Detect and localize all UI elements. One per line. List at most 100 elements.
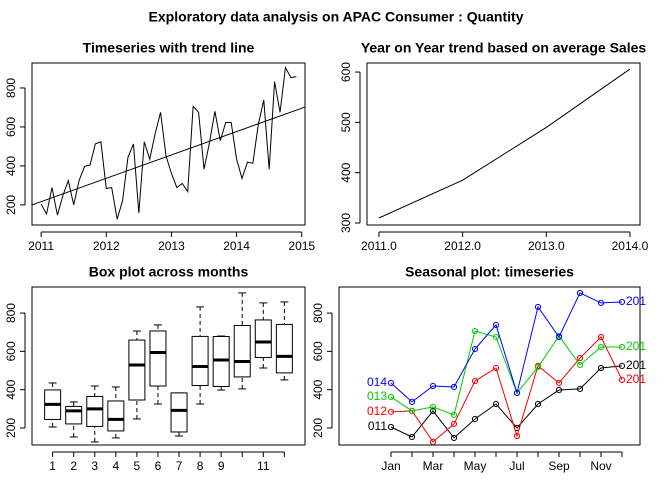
point: [429, 438, 437, 446]
year-label: 201: [626, 372, 646, 386]
point: [450, 383, 458, 391]
year-label: 201: [626, 358, 646, 372]
plot-frame: [31, 62, 306, 226]
point: [429, 407, 437, 415]
x-tick-label: 2014.0: [612, 239, 649, 253]
point: [471, 327, 479, 335]
point: [429, 382, 437, 390]
point: [513, 389, 521, 397]
box: [254, 319, 272, 358]
x-tick-label: 2014: [223, 239, 250, 253]
x-tick-label: Nov: [590, 459, 611, 473]
x-tick-label: 4: [112, 459, 119, 473]
point: [450, 411, 458, 419]
y-tick-label: 600: [339, 62, 353, 82]
box: [233, 324, 251, 378]
y-tick-label: 400: [311, 379, 325, 399]
box: [149, 330, 167, 387]
point: [576, 361, 584, 369]
point: [492, 364, 500, 372]
y-tick-label: 600: [4, 341, 18, 361]
point: [408, 398, 416, 406]
point: [555, 379, 563, 387]
x-tick-label: 7: [176, 459, 183, 473]
year-label: 014: [367, 375, 387, 389]
x-tick-label: Jul: [509, 459, 524, 473]
y-tick-label: 200: [4, 195, 18, 215]
x-tick-label: Mar: [423, 459, 444, 473]
point: [387, 408, 395, 415]
x-tick-label: 2: [70, 459, 77, 473]
x-tick-label: 6: [155, 459, 162, 473]
point: [555, 386, 563, 394]
box: [107, 400, 125, 432]
x-tick-label: 9: [218, 459, 225, 473]
point: [492, 400, 500, 408]
point: [387, 393, 395, 401]
series-line: [390, 365, 623, 439]
point: [618, 376, 626, 383]
x-tick-label: 2013.0: [528, 239, 565, 253]
y-tick-label: 800: [4, 78, 18, 98]
panel-title: Timeseries with trend line: [83, 40, 255, 56]
series-line: [390, 292, 623, 403]
point: [429, 403, 437, 410]
point: [597, 299, 605, 306]
point: [471, 345, 479, 353]
y-tick-label: 400: [4, 379, 18, 399]
x-tick-label: May: [464, 459, 487, 473]
y-tick-label: 600: [311, 341, 325, 361]
series-line: [390, 336, 623, 443]
point: [471, 377, 479, 385]
box: [191, 335, 209, 387]
year-label: 201: [626, 294, 646, 308]
plot-frame: [366, 62, 641, 226]
point: [513, 432, 521, 440]
y-tick-label: 200: [4, 418, 18, 438]
point: [534, 400, 542, 408]
series-line: [31, 106, 306, 206]
series-line: [390, 330, 622, 416]
y-tick-label: 400: [339, 162, 353, 182]
series-line: [378, 68, 631, 219]
x-tick-label: Sep: [548, 459, 570, 473]
y-tick-label: 800: [4, 303, 18, 323]
x-tick-label: 2012: [93, 239, 120, 253]
year-label: 012: [367, 404, 387, 418]
point: [618, 298, 626, 306]
box: [65, 405, 83, 425]
point: [408, 407, 416, 415]
panel-title: Seasonal plot: timeseries: [405, 264, 574, 280]
x-tick-label: 1: [49, 459, 56, 473]
point: [534, 363, 542, 371]
point: [597, 364, 605, 372]
point: [387, 379, 395, 387]
box: [86, 395, 104, 427]
point: [450, 420, 458, 428]
x-tick-label: 2011: [28, 239, 54, 253]
box: [170, 392, 188, 433]
point: [597, 343, 605, 351]
plot-frame: [338, 286, 641, 446]
point: [408, 433, 416, 441]
point: [597, 333, 605, 341]
y-tick-label: 600: [4, 117, 18, 137]
point: [576, 289, 584, 297]
y-tick-label: 800: [311, 303, 325, 323]
point: [618, 362, 626, 370]
y-tick-label: 200: [311, 418, 325, 438]
panel-title: Year on Year trend based on average Sale…: [361, 40, 647, 56]
point: [534, 303, 542, 311]
x-tick-label: 2013: [158, 239, 185, 253]
point: [387, 423, 395, 431]
y-tick-label: 500: [339, 112, 353, 132]
y-tick-label: 400: [4, 156, 18, 176]
x-tick-label: 2012.0: [444, 239, 481, 253]
point: [576, 354, 584, 362]
x-tick-label: 2011.0: [361, 239, 397, 253]
point: [492, 321, 500, 329]
figure-title: Exploratory data analysis on APAC Consum…: [149, 9, 524, 25]
x-tick-label: 2015: [288, 239, 315, 253]
year-label: 011: [368, 419, 387, 433]
